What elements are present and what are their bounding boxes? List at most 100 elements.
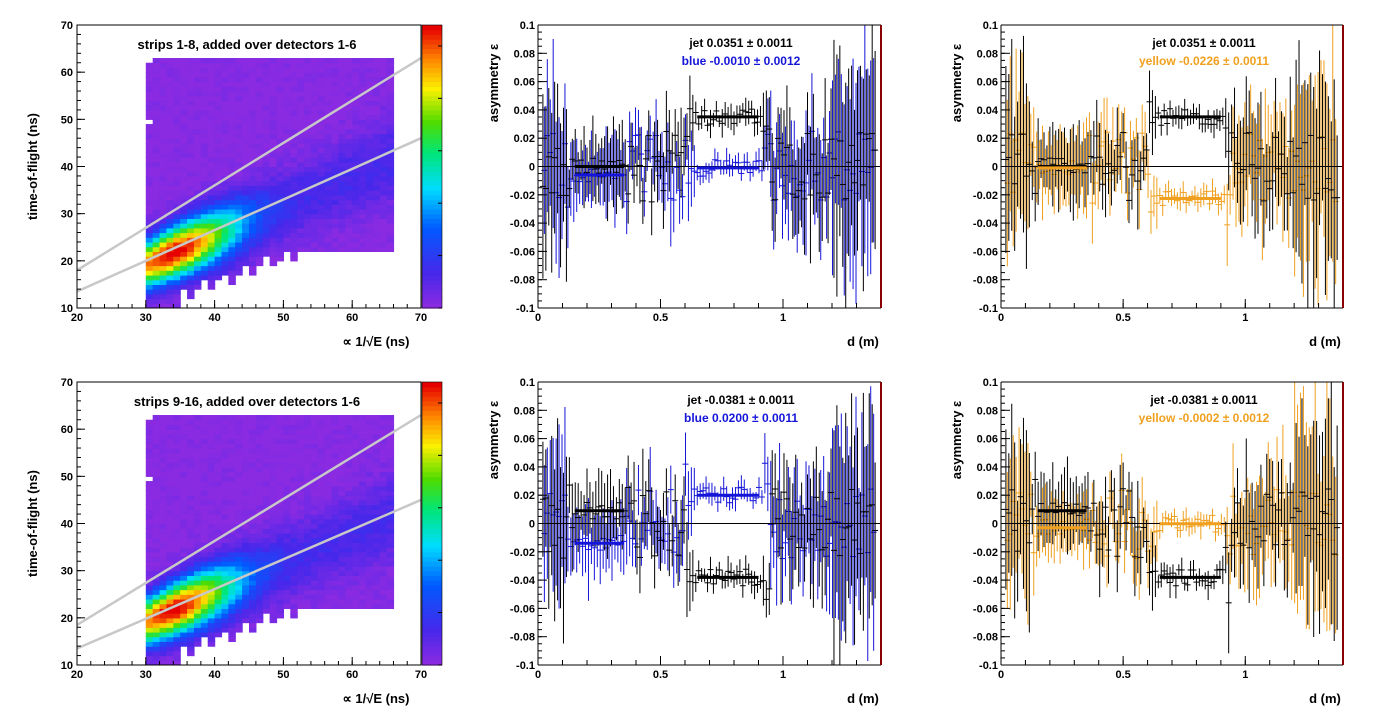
- heat-cell: [159, 128, 168, 135]
- heat-cell: [283, 152, 291, 158]
- heat-cell: [228, 279, 236, 286]
- heat-cell: [372, 551, 381, 558]
- heat-cell: [359, 490, 367, 496]
- heat-cell: [145, 551, 154, 558]
- x-tick-label: 50: [277, 669, 289, 681]
- heat-cell: [338, 157, 346, 163]
- heat-cell: [173, 542, 181, 548]
- heat-cell: [317, 499, 326, 506]
- heat-cell: [379, 495, 388, 501]
- heat-cell: [255, 213, 264, 219]
- heat-cell: [193, 462, 202, 468]
- heat-cell: [304, 232, 312, 238]
- heat-cell: [352, 199, 360, 205]
- heat-cell: [365, 185, 374, 191]
- heat-cell: [262, 509, 271, 515]
- heat-cell: [386, 499, 395, 506]
- heat-cell: [228, 551, 236, 558]
- heat-cell: [359, 86, 367, 92]
- heat-cell: [207, 580, 216, 586]
- heat-cell: [180, 589, 188, 595]
- heat-cell: [345, 580, 353, 586]
- heat-cell: [338, 476, 346, 482]
- heat-cell: [304, 424, 312, 430]
- heat-cell: [269, 532, 278, 539]
- heat-cell: [180, 124, 188, 130]
- heat-cell: [145, 166, 154, 172]
- heat-cell: [166, 76, 174, 83]
- heat-cell: [228, 208, 236, 215]
- heat-cell: [338, 551, 346, 558]
- heat-cell: [365, 58, 374, 64]
- heat-cell: [262, 481, 271, 487]
- heat-cell: [193, 232, 202, 238]
- heat-cell: [221, 499, 229, 506]
- heat-cell: [379, 471, 388, 477]
- heat-cell: [152, 650, 161, 657]
- colorbar-cell: [422, 594, 442, 600]
- heat-cell: [214, 76, 223, 83]
- heat-cell: [338, 448, 346, 454]
- heat-cell: [262, 62, 271, 69]
- heat-cell: [152, 190, 161, 196]
- y-tick-label: 0.1: [520, 20, 535, 32]
- heat-cell: [365, 95, 374, 102]
- heat-cell: [200, 556, 209, 562]
- heat-cell: [145, 452, 154, 459]
- heat-cell: [365, 523, 374, 529]
- colorbar-cell: [422, 518, 442, 525]
- heat-cell: [207, 429, 216, 435]
- heat-cell: [255, 194, 264, 201]
- heat-cell: [324, 152, 333, 158]
- heat-cell: [249, 133, 257, 139]
- heat-cell: [345, 76, 353, 83]
- heat-cell: [207, 81, 216, 87]
- heat-cell: [317, 58, 326, 64]
- heat-cell: [235, 518, 243, 525]
- heat-cell: [200, 457, 209, 463]
- heat-cell: [352, 194, 360, 201]
- heat-cell: [221, 180, 229, 186]
- heat-cell: [228, 223, 236, 229]
- heat-cell: [290, 171, 298, 177]
- heat-cell: [324, 509, 333, 515]
- heat-cell: [235, 114, 243, 120]
- heat-cell: [324, 457, 333, 463]
- heat-cell: [145, 128, 154, 135]
- heat-cell: [290, 119, 298, 125]
- colorbar-cell: [422, 528, 442, 534]
- heat-cell: [317, 237, 326, 243]
- heat-cell: [235, 246, 243, 252]
- heat-cell: [159, 448, 168, 454]
- heat-cell: [262, 584, 271, 591]
- heat-cell: [276, 438, 284, 444]
- heat-cell: [242, 485, 250, 492]
- heat-cell: [379, 114, 388, 120]
- heat-cell: [338, 208, 346, 215]
- heat-cell: [145, 603, 154, 609]
- heat-cell: [187, 424, 195, 430]
- heat-cell: [331, 471, 340, 477]
- heat-cell: [324, 58, 333, 64]
- heat-cell: [200, 133, 209, 139]
- x-axis-label: d (m): [847, 334, 879, 349]
- heat-cell: [317, 424, 326, 430]
- heat-cell: [200, 528, 209, 534]
- heat-cell: [159, 185, 168, 191]
- heat-cell: [262, 485, 271, 492]
- heat-cell: [152, 415, 161, 421]
- heat-cell: [310, 580, 319, 586]
- heat-cell: [290, 457, 298, 463]
- heat-cell: [297, 119, 305, 125]
- heat-cell: [345, 556, 353, 562]
- heat-cell: [345, 575, 353, 581]
- heat-cell: [242, 95, 250, 102]
- heat-cell: [310, 429, 319, 435]
- heat-cell: [152, 556, 161, 562]
- heat-cell: [200, 72, 209, 78]
- heat-cell: [145, 190, 154, 196]
- heat-cell: [214, 443, 223, 449]
- heat-cell: [359, 58, 367, 64]
- heat-cell: [352, 213, 360, 219]
- heat-cell: [352, 415, 360, 421]
